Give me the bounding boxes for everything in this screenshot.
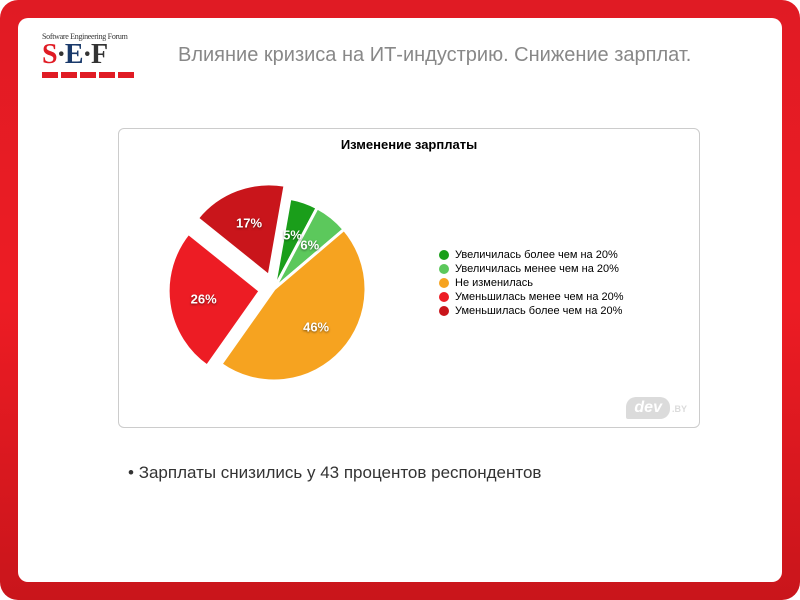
legend-label: Уменьшилась более чем на 20% [455,305,622,317]
legend-row: Уменьшилась менее чем на 20% [439,291,624,303]
legend-label: Увеличилась более чем на 20% [455,249,618,261]
legend-row: Увеличилась более чем на 20% [439,249,624,261]
dev-by-watermark: dev.BY [626,397,687,419]
legend-swatch [439,250,449,260]
legend-swatch [439,264,449,274]
chart-title: Изменение зарплаты [119,129,699,152]
logo-letters: S·E·F [42,41,142,69]
chart-legend: Увеличилась более чем на 20% Увеличилась … [439,249,624,319]
legend-swatch [439,292,449,302]
legend-row: Увеличилась менее чем на 20% [439,263,624,275]
logo-bar [42,72,58,78]
legend-label: Не изменилась [455,277,533,289]
legend-label: Уменьшилась менее чем на 20% [455,291,624,303]
logo-bar [99,72,115,78]
pie-svg [169,184,379,394]
logo-bars [42,72,142,78]
logo-bar [61,72,77,78]
logo-bar [118,72,134,78]
legend-label: Увеличилась менее чем на 20% [455,263,619,275]
legend-swatch [439,278,449,288]
legend-row: Уменьшилась более чем на 20% [439,305,624,317]
logo-bar [80,72,96,78]
slide-title: Влияние кризиса на ИТ-индустрию. Снижени… [178,44,762,67]
slide-inner: Software Engineering Forum S·E·F Влияние… [18,18,782,582]
legend-swatch [439,306,449,316]
slide-frame: Software Engineering Forum S·E·F Влияние… [0,0,800,600]
chart-card: Изменение зарплаты 5%6%46%26%17% Увеличи… [118,128,700,428]
pie-chart: 5%6%46%26%17% [169,184,379,394]
sef-logo: Software Engineering Forum S·E·F [42,32,142,78]
bullet-text: Зарплаты снизились у 43 процентов респон… [128,463,541,483]
legend-row: Не изменилась [439,277,624,289]
